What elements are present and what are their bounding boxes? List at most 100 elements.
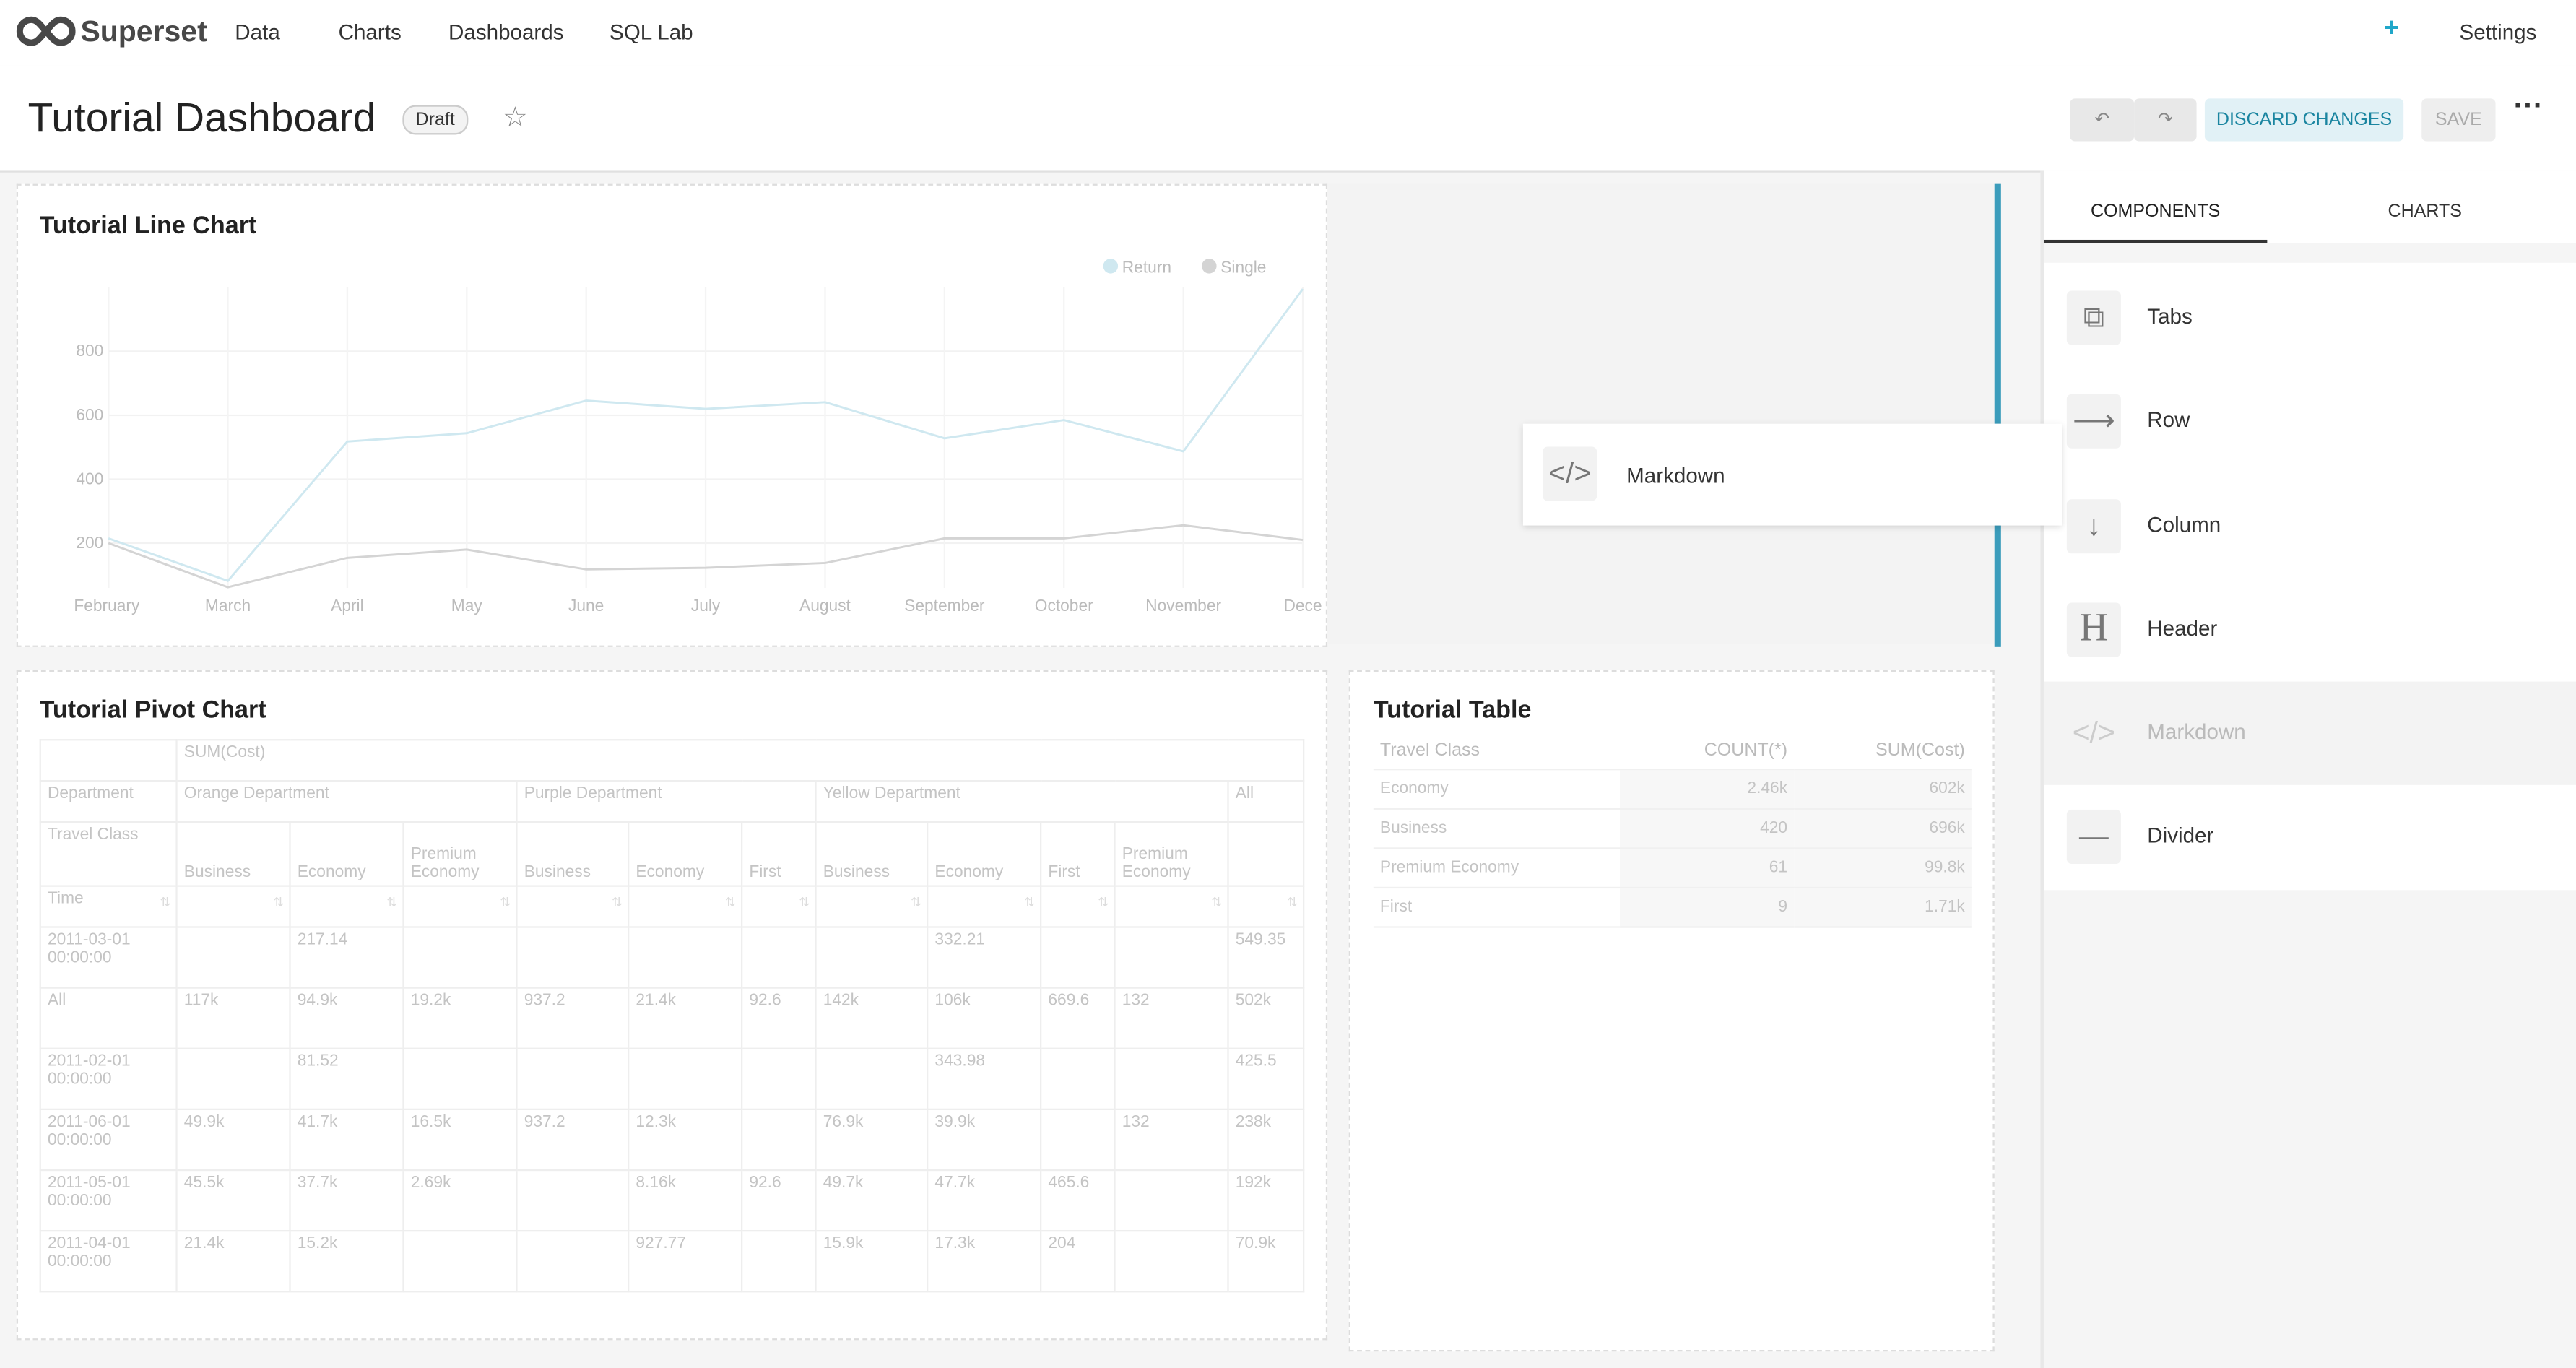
dashboard-header: Tutorial Dashboard Draft ☆ ↶ ↷ DISCARD C… [0,65,2576,173]
data-table: Travel Class COUNT(*) SUM(Cost) Economy 2.46… [1373,730,1972,928]
header-row: Time ⇅ ⇅ ⇅ ⇅ ⇅ ⇅ ⇅ ⇅ ⇅ ⇅ ⇅ ⇅ [39,885,1305,928]
table-cell: Economy [1373,769,1621,810]
value-cell: 2.69k [402,1169,518,1232]
value-cell [740,1047,817,1111]
x-tick-label: August [799,596,851,615]
class-header: Premium Economy [402,821,518,887]
value-cell: 19.2k [402,987,518,1049]
component-item[interactable]: </> Markdown [2043,681,2576,785]
pivot-row: 2011-06-01 00:00:00 49.9k 41.7k 16.5k 937.2 1… [39,1108,1305,1172]
class-header: Economy [289,821,404,887]
table-row: Economy 2.46k 602k [1373,769,1972,810]
pivot-row: 2011-02-01 00:00:00 81.52 343.98 425.5 [39,1047,1305,1111]
series-line [108,524,1304,589]
redo-button[interactable]: ↷ [2134,98,2197,142]
value-cell: 132 [1114,1108,1229,1172]
value-cell: 204 [1040,1230,1116,1293]
status-badge[interactable]: Draft [402,105,468,135]
save-button[interactable]: SAVE [2421,98,2496,142]
plus-menu[interactable]: + [2383,14,2400,43]
value-cell: 217.14 [289,926,404,989]
settings-menu[interactable]: Settings [2459,20,2537,45]
nav-item[interactable]: Data [235,20,280,45]
value-cell: 937.2 [516,987,630,1049]
nav-item[interactable]: Charts [338,20,402,45]
sort-icon[interactable]: ⇅ [1098,895,1109,910]
table-row: Premium Economy 61 99.8k [1373,848,1972,889]
sort-icon[interactable]: ⇅ [273,895,285,910]
row-header: Department [39,780,178,823]
more-menu[interactable]: ··· [2513,88,2544,122]
value-cell: 17.3k [927,1230,1042,1293]
component-item[interactable]: ↓ Column [2044,475,2576,578]
value-cell [516,1230,630,1293]
tab[interactable]: CHARTS [2388,202,2462,222]
value-cell: 49.7k [815,1169,929,1232]
table-header-row: Travel Class COUNT(*) SUM(Cost) [1373,730,1972,771]
value-cell: 81.52 [289,1047,404,1111]
sort-cell: ⇅ [815,885,929,928]
class-header: Business [175,821,291,887]
component-item[interactable]: H Header [2044,578,2576,681]
chart-title: Tutorial Line Chart [39,212,257,240]
sort-icon[interactable]: ⇅ [724,895,737,910]
component-item[interactable]: ⟶ Row [2044,370,2576,473]
value-cell [1040,1108,1116,1172]
component-item[interactable]: — Divider [2044,785,2576,888]
dashboard-title[interactable]: Tutorial Dashboard [27,95,376,142]
sort-icon[interactable]: ⇅ [910,895,922,910]
discard-button[interactable]: DISCARD CHANGES [2204,98,2404,142]
value-cell [815,926,929,989]
value-cell: 39.9k [927,1108,1042,1172]
value-cell [402,1230,518,1293]
value-cell [1040,1047,1116,1111]
legend-marker [1103,259,1119,274]
value-cell: 49.9k [175,1108,291,1172]
value-cell: 332.21 [927,926,1042,989]
sort-icon[interactable]: ⇅ [386,895,398,910]
nav-item[interactable]: Dashboards [448,20,564,45]
x-tick-label: September [904,596,985,615]
component-item[interactable]: ⧉ Tabs [2044,266,2576,369]
class-header: Business [815,821,929,887]
value-cell: 16.5k [402,1108,518,1172]
value-cell [402,1047,518,1111]
undo-button[interactable]: ↶ [2070,98,2135,142]
value-cell [740,1108,817,1172]
y-tick-label: 600 [76,405,103,424]
favorite-star[interactable]: ☆ [503,101,528,134]
sort-icon[interactable]: ⇅ [160,895,171,910]
sort-icon[interactable]: ⇅ [1023,895,1036,910]
value-cell: 15.9k [815,1230,929,1293]
value-cell [740,926,817,989]
sort-icon[interactable]: ⇅ [500,895,511,910]
value-cell [516,926,630,989]
table-cell: 2.46k [1620,769,1795,810]
sort-cell: ⇅ [175,885,291,928]
sort-icon[interactable]: ⇅ [1286,895,1298,910]
y-tick-label: 800 [76,341,103,360]
sort-icon[interactable]: ⇅ [611,895,623,910]
sort-cell: ⇅ [516,885,630,928]
table-cell: 9 [1620,887,1795,928]
brand[interactable]: Superset [80,14,207,48]
sort-icon[interactable]: ⇅ [1211,895,1223,910]
sort-cell: ⇅ [1227,885,1305,928]
value-cell [1114,1230,1229,1293]
nav-item[interactable]: SQL Lab [609,20,693,45]
table-cell: Premium Economy [1373,848,1621,889]
value-cell: 502k [1227,987,1305,1049]
pivot-row: 2011-04-01 00:00:00 21.4k 15.2k 927.77 15.9k… [39,1230,1305,1293]
sort-cell: ⇅ [289,885,404,928]
value-cell [815,1047,929,1111]
sort-icon[interactable]: ⇅ [799,895,810,910]
x-tick-label: March [205,596,251,615]
drag-ghost: </> Markdown [1522,423,2062,526]
item-label: Tabs [2147,303,2193,329]
value-cell [175,926,291,989]
tab[interactable]: COMPONENTS [2043,170,2268,243]
pivot-row: 2011-05-01 00:00:00 45.5k 37.7k 2.69k 8.16k 9… [39,1169,1305,1232]
sort-cell: ⇅ [740,885,817,928]
